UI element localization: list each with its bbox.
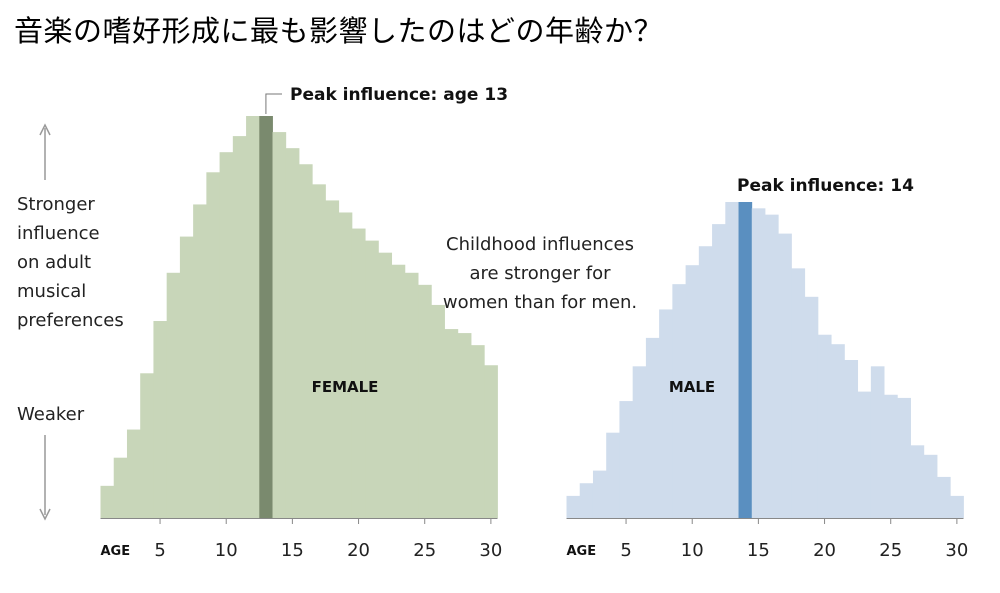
- bar-age-23: [391, 264, 406, 518]
- bar-age-19: [804, 296, 819, 518]
- bar-age-18: [791, 268, 806, 518]
- series-label: FEMALE: [312, 378, 379, 396]
- bar-age-25: [418, 284, 432, 518]
- bar-age-2: [113, 457, 128, 518]
- bar-age-12: [246, 116, 260, 518]
- peak-label: Peak influence: 14: [737, 176, 914, 196]
- bar-age-6: [166, 272, 181, 518]
- bar-age-10: [685, 265, 700, 518]
- bar-age-15: [751, 208, 766, 518]
- peak-bar-age-14: [738, 202, 753, 518]
- bar-age-20: [817, 334, 832, 518]
- bar-age-18: [325, 200, 340, 519]
- bar-age-17: [778, 233, 792, 518]
- bar-age-15: [285, 148, 300, 518]
- y-label-stronger-text: Stronger influence on adult musical pref…: [17, 194, 124, 331]
- bar-age-19: [338, 212, 353, 519]
- bar-age-22: [844, 360, 859, 518]
- x-tick-label: 15: [281, 540, 304, 561]
- x-tick-label: 30: [479, 540, 502, 561]
- bar-age-12: [712, 224, 726, 518]
- annotation-note: Childhood influences are stronger for wo…: [442, 234, 638, 313]
- bar-age-8: [193, 204, 207, 518]
- x-axis-label: AGE: [567, 544, 597, 559]
- bar-age-5: [153, 321, 168, 518]
- bar-age-24: [404, 272, 419, 518]
- peak-leader-line: [265, 93, 282, 114]
- bar-age-13: [725, 202, 739, 518]
- male-panel: 5 10 15 20 25 30 AGE MALE Peak influence: 14: [566, 176, 968, 561]
- bar-age-30: [950, 495, 964, 518]
- bar-age-29: [471, 345, 485, 518]
- bar-age-22: [378, 252, 393, 518]
- x-tick-label: 5: [154, 540, 165, 561]
- x-tick-label: 25: [413, 540, 436, 561]
- bar-age-2: [579, 483, 594, 518]
- bar-age-16: [299, 164, 313, 519]
- bar-age-23: [857, 391, 872, 518]
- y-label-weaker: Weaker: [17, 404, 85, 425]
- bar-age-7: [179, 236, 194, 518]
- x-tick-label: 15: [747, 540, 770, 561]
- bar-age-30: [484, 365, 498, 518]
- bar-age-21: [365, 240, 379, 518]
- y-axis-arrow: [39, 123, 51, 521]
- page-title: 音楽の嗜好形成に最も影響したのはどの年齢か？: [14, 14, 664, 48]
- x-axis-label: AGE: [101, 544, 131, 559]
- bar-age-4: [140, 373, 154, 518]
- bar-age-1: [566, 495, 581, 518]
- bar-age-27: [910, 445, 925, 518]
- bar-age-9: [672, 284, 686, 518]
- bar-age-3: [592, 470, 607, 518]
- bar-age-20: [351, 228, 366, 518]
- bar-age-25: [884, 394, 898, 518]
- bar-age-29: [937, 476, 951, 518]
- bar-age-26: [897, 397, 911, 518]
- x-tick-label: 20: [347, 540, 370, 561]
- x-tick-label: 20: [813, 540, 836, 561]
- bar-age-3: [126, 429, 141, 518]
- bar-age-27: [444, 329, 459, 518]
- bar-age-26: [431, 304, 445, 518]
- x-tick-label: 10: [681, 540, 704, 561]
- x-tick-label: 25: [879, 540, 902, 561]
- series-label: MALE: [669, 378, 715, 396]
- female-panel: 5 10 15 20 25 30 AGE FEMALE Peak influence: age …: [100, 85, 508, 561]
- bar-age-4: [606, 432, 620, 518]
- x-tick-label: 30: [945, 540, 968, 561]
- bar-age-24: [870, 366, 885, 518]
- bar-age-7: [645, 337, 660, 518]
- y-label-stronger: Stronger influence on adult musical pref…: [17, 190, 127, 335]
- bar-age-11: [698, 246, 713, 519]
- bar-age-1: [100, 485, 115, 518]
- x-tick-label: 10: [215, 540, 238, 561]
- bar-age-10: [219, 152, 234, 518]
- bar-age-17: [312, 184, 326, 518]
- bar-age-6: [632, 366, 647, 518]
- peak-bar-age-13: [259, 116, 273, 518]
- bar-age-28: [923, 454, 938, 518]
- bar-age-28: [457, 333, 472, 518]
- x-tick-label: 5: [620, 540, 631, 561]
- bar-age-21: [831, 344, 845, 518]
- bar-age-5: [619, 401, 634, 518]
- bar-age-11: [232, 136, 247, 518]
- peak-label: Peak influence: age 13: [290, 85, 508, 105]
- bar-age-9: [206, 172, 220, 518]
- bar-age-14: [272, 132, 287, 518]
- bar-age-16: [765, 214, 779, 518]
- bar-age-8: [659, 309, 673, 518]
